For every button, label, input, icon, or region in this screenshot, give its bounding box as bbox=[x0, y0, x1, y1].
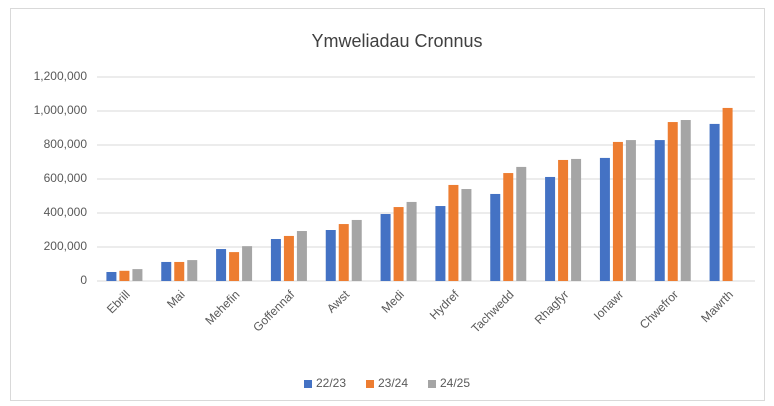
bar bbox=[325, 230, 336, 281]
bar bbox=[132, 269, 143, 281]
bar bbox=[338, 224, 349, 281]
bar bbox=[242, 246, 253, 281]
y-tick-label: 800,000 bbox=[44, 137, 88, 151]
bar bbox=[283, 235, 294, 281]
y-tick-label: 1,200,000 bbox=[34, 69, 88, 83]
y-tick-label: 600,000 bbox=[44, 171, 88, 185]
bar bbox=[571, 158, 582, 281]
bar bbox=[216, 249, 227, 281]
bar bbox=[406, 201, 417, 281]
bar bbox=[229, 252, 240, 281]
bar bbox=[654, 140, 665, 281]
chart-border bbox=[10, 8, 765, 401]
bar bbox=[545, 176, 556, 281]
legend-swatch bbox=[366, 380, 374, 388]
y-tick-label: 1,000,000 bbox=[34, 103, 88, 117]
bar bbox=[448, 184, 459, 281]
bar bbox=[435, 206, 446, 281]
legend-swatch bbox=[428, 380, 436, 388]
legend-label: 24/25 bbox=[440, 376, 470, 390]
bar bbox=[187, 260, 198, 281]
bar bbox=[599, 157, 610, 281]
legend-swatch bbox=[304, 380, 312, 388]
bar bbox=[106, 271, 117, 281]
bar bbox=[380, 214, 391, 281]
legend-label: 22/23 bbox=[316, 376, 346, 390]
bar bbox=[490, 193, 501, 281]
bar bbox=[351, 219, 362, 281]
bar bbox=[625, 140, 636, 281]
bar bbox=[296, 231, 307, 281]
bar bbox=[558, 159, 569, 281]
bar bbox=[119, 270, 130, 281]
y-tick-label: 400,000 bbox=[44, 205, 88, 219]
y-tick-label: 0 bbox=[80, 273, 87, 287]
bar bbox=[667, 122, 678, 281]
bar bbox=[516, 166, 527, 281]
bar bbox=[161, 261, 172, 281]
bar bbox=[680, 120, 691, 281]
bar bbox=[503, 173, 514, 281]
y-tick-label: 200,000 bbox=[44, 239, 88, 253]
chart-title: Ymweliadau Cronnus bbox=[311, 31, 482, 51]
legend-label: 23/24 bbox=[378, 376, 408, 390]
bar bbox=[174, 261, 185, 281]
bar bbox=[461, 189, 472, 281]
bar bbox=[393, 207, 404, 281]
bar bbox=[722, 107, 733, 281]
bar bbox=[709, 123, 720, 281]
bar bbox=[270, 239, 281, 281]
bar bbox=[612, 141, 623, 281]
